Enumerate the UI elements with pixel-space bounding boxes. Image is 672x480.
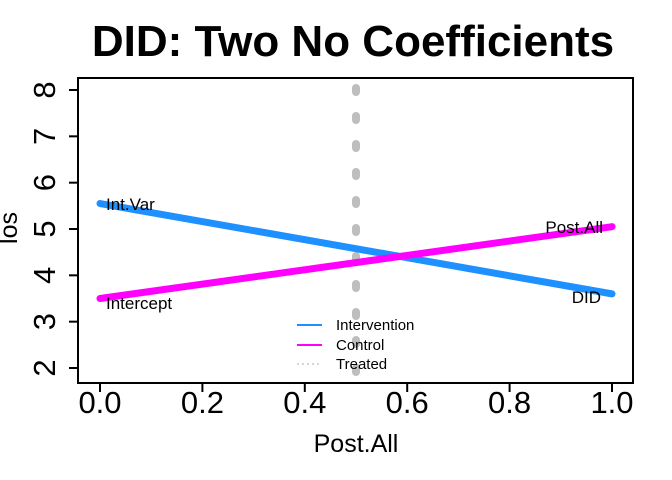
y-tick-label: 6 bbox=[27, 174, 62, 191]
y-tick-label: 3 bbox=[27, 313, 62, 330]
y-axis-label: los bbox=[0, 212, 23, 244]
annotation-did: DID bbox=[572, 288, 601, 307]
legend-label-treated: Treated bbox=[336, 356, 387, 373]
series-lines bbox=[96, 84, 616, 383]
y-tick-label: 7 bbox=[27, 128, 62, 145]
y-tick-label: 5 bbox=[27, 220, 62, 237]
intervention-line bbox=[96, 200, 616, 298]
y-tick-label: 4 bbox=[27, 267, 62, 284]
axes: 0.0 0.2 0.4 0.6 0.8 1.0 2 3 4 5 6 7 8 bbox=[27, 81, 634, 420]
control-line bbox=[96, 223, 616, 302]
plot-box bbox=[77, 77, 634, 384]
x-tick-label: 1.0 bbox=[590, 385, 633, 420]
chart-title: DID: Two No Coefficients bbox=[92, 17, 614, 66]
x-axis-label: Post.All bbox=[314, 430, 399, 458]
x-tick-label: 0.0 bbox=[78, 385, 121, 420]
legend-label-intervention: Intervention bbox=[336, 317, 414, 334]
legend: Intervention Control Treated bbox=[297, 317, 414, 373]
annotation-int-var: Int.Var bbox=[106, 195, 155, 214]
y-tick-label: 8 bbox=[27, 81, 62, 98]
y-tick-label: 2 bbox=[27, 359, 62, 376]
x-tick-label: 0.6 bbox=[386, 385, 429, 420]
legend-label-control: Control bbox=[336, 337, 384, 354]
annotation-intercept: Intercept bbox=[106, 294, 172, 313]
x-tick-label: 0.4 bbox=[283, 385, 326, 420]
x-tick-label: 0.2 bbox=[181, 385, 224, 420]
annotation-post-all: Post.All bbox=[545, 218, 603, 237]
x-tick-label: 0.8 bbox=[488, 385, 531, 420]
